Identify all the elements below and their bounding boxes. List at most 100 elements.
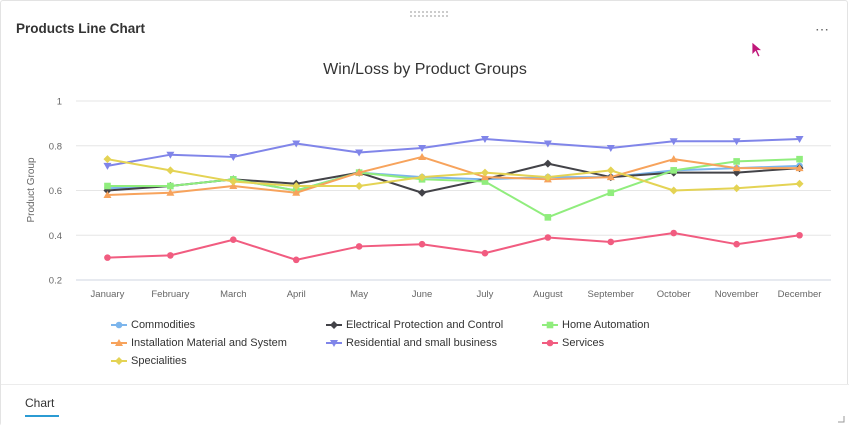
legend-item[interactable]: Residential and small business (326, 335, 542, 351)
legend-marker (546, 321, 554, 329)
data-point (669, 186, 678, 195)
series-lines (103, 136, 804, 264)
widget-title: Products Line Chart (16, 21, 146, 36)
data-point (796, 155, 803, 163)
series-line (107, 158, 800, 192)
data-point (544, 234, 552, 241)
data-point (543, 173, 552, 182)
series-line (107, 138, 800, 167)
data-point (481, 178, 489, 185)
data-point (292, 182, 301, 191)
y-tick-label: 0.6 (49, 186, 62, 197)
data-point (606, 166, 615, 175)
legend-label: Electrical Protection and Control (346, 319, 504, 331)
x-tick-label: March (220, 289, 246, 300)
tab-bar: Chart (1, 384, 849, 428)
legend-marker (330, 340, 338, 347)
legend-item[interactable]: Commodities (111, 317, 326, 333)
tab-chart-indicator (25, 415, 59, 417)
data-point (167, 252, 174, 259)
legend-marker (546, 339, 554, 347)
data-point (292, 256, 300, 264)
data-point (606, 144, 615, 152)
data-point (166, 151, 175, 159)
data-point (166, 188, 175, 196)
data-point (355, 168, 364, 176)
data-point (103, 162, 112, 170)
more-options-icon[interactable]: ⋯ (815, 21, 829, 37)
data-point (103, 155, 112, 164)
x-tick-label: July (477, 289, 494, 300)
y-tick-label: 1 (57, 97, 62, 108)
resize-handle-icon[interactable] (837, 415, 845, 423)
data-point (543, 159, 552, 168)
data-point (292, 140, 301, 148)
mouse-cursor-icon (751, 41, 764, 58)
data-point (481, 249, 489, 257)
legend-label: Commodities (131, 319, 196, 331)
data-point (733, 158, 740, 165)
legend-marker-icon (542, 321, 558, 329)
data-point (292, 188, 301, 196)
legend-marker-icon (542, 339, 558, 347)
legend-label: Services (562, 337, 605, 349)
drag-handle-icon[interactable] (409, 10, 449, 18)
chart-title: Win/Loss by Product Groups (323, 61, 527, 78)
data-point (167, 182, 174, 190)
legend-item[interactable]: Home Automation (542, 317, 742, 333)
series-line (107, 155, 800, 196)
legend-marker-icon (326, 321, 342, 329)
data-point (669, 155, 678, 163)
data-point (480, 136, 489, 144)
data-point (543, 140, 552, 148)
data-point (418, 152, 427, 160)
legend-item[interactable]: Installation Material and System (111, 335, 326, 351)
data-point (229, 153, 238, 161)
data-point (669, 138, 678, 146)
legend-marker (115, 357, 123, 365)
data-point (418, 188, 427, 197)
data-point (796, 231, 803, 239)
data-point (355, 182, 364, 191)
data-point (606, 173, 615, 181)
data-point (795, 164, 804, 172)
x-tick-label: September (588, 289, 634, 300)
data-point (670, 229, 678, 237)
legend-item[interactable]: Specialities (111, 353, 326, 369)
y-tick-label: 0.8 (49, 141, 62, 152)
x-tick-label: April (287, 289, 306, 300)
series-specialities (103, 155, 804, 195)
data-point (229, 177, 238, 186)
x-tick-label: November (715, 289, 759, 300)
data-point (733, 240, 740, 248)
legend-marker (330, 321, 338, 329)
legend-label: Specialities (131, 355, 187, 367)
series-installation-material-and-system (103, 152, 804, 198)
data-point (229, 236, 237, 244)
data-point (607, 189, 615, 197)
line-chart: Win/Loss by Product Groups 0.2 0.4 0.6 0.8 1… (26, 61, 831, 300)
data-point (166, 166, 175, 175)
legend-marker-icon (111, 321, 127, 329)
y-axis-ticks: 0.2 0.4 0.6 0.8 1 (49, 97, 62, 287)
y-tick-label: 0.4 (49, 231, 62, 242)
legend-item[interactable]: Services (542, 335, 742, 351)
legend-item[interactable]: Electrical Protection and Control (326, 317, 542, 333)
x-tick-label: October (657, 289, 691, 300)
data-point (103, 190, 112, 198)
tab-chart[interactable]: Chart (25, 396, 55, 410)
legend-label: Installation Material and System (131, 337, 287, 349)
data-point (355, 149, 364, 157)
x-tick-label: August (533, 289, 563, 300)
data-point (544, 214, 552, 221)
data-point (104, 182, 111, 190)
data-point (480, 168, 489, 177)
series-line (107, 232, 800, 261)
data-point (104, 254, 111, 261)
data-point (355, 243, 363, 250)
chart-legend: Commodities Electrical Protection and Con… (111, 317, 751, 369)
data-point (732, 138, 741, 146)
legend-marker (115, 321, 123, 329)
data-point (418, 240, 426, 248)
